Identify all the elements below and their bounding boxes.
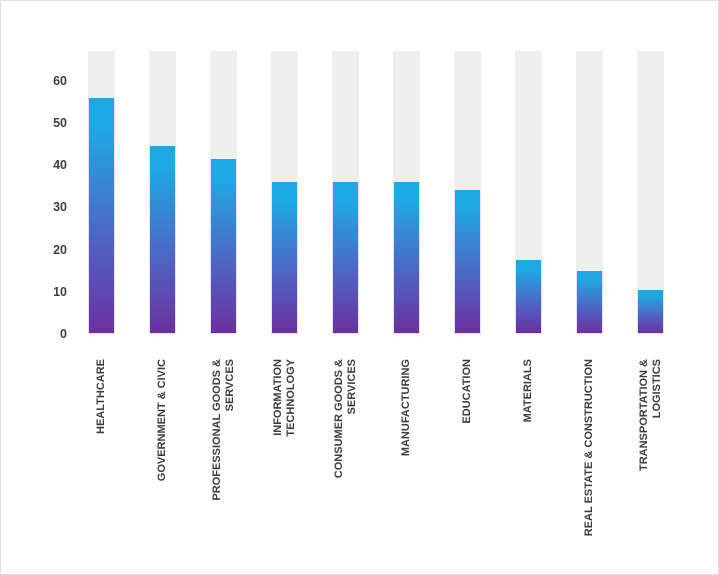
x-axis-label-line: GOVERNMENT & CIVIC	[156, 359, 168, 482]
x-axis-label-line: MANUFACTURING	[400, 359, 412, 457]
bar-3	[271, 181, 298, 334]
y-tick-label-10: 10	[53, 284, 67, 299]
bar-6	[454, 190, 481, 334]
x-axis-label-7: MATERIALS	[522, 359, 535, 539]
x-axis-label-line: TECHNOLOGY	[284, 359, 297, 437]
x-axis-label-4: CONSUMER GOODS & SERVICES	[333, 359, 359, 539]
bar-5	[393, 181, 420, 334]
x-axis-label-2: PROFESSIONAL GOODS & SERVCES	[211, 359, 237, 539]
bar-column-5	[393, 51, 420, 334]
x-axis-label-8: REAL ESTATE & CONSTRUCTION	[583, 359, 596, 539]
x-axis-label-3: INFORMATION TECHNOLOGY	[272, 359, 298, 539]
y-tick-label-50: 50	[53, 115, 67, 130]
y-tick-label-60: 60	[53, 73, 67, 88]
bar-column-3	[271, 51, 298, 334]
plot-area	[71, 51, 681, 334]
bar-column-9	[637, 51, 664, 334]
x-axis-label-line: HEALTHCARE	[95, 359, 107, 434]
x-axis-label-line: TRANSPORTATION &	[637, 359, 650, 472]
x-axis-label-9: TRANSPORTATION & LOGISTICS	[638, 359, 664, 539]
bar-9	[637, 289, 664, 334]
x-axis-label-line: CONSUMER GOODS &	[332, 359, 345, 479]
bar-2	[210, 158, 237, 334]
y-tick-label-30: 30	[53, 200, 67, 215]
bar-column-2	[210, 51, 237, 334]
bar-column-8	[576, 51, 603, 334]
x-axis-label-line: INFORMATION	[271, 359, 284, 436]
x-axis-label-line: LOGISTICS	[650, 359, 663, 419]
x-axis-label-0: HEALTHCARE	[95, 359, 108, 539]
y-tick-label-20: 20	[53, 242, 67, 257]
x-axis-label-1: GOVERNMENT & CIVIC	[156, 359, 169, 539]
x-axis-label-line: SERVCES	[223, 359, 236, 412]
bar-column-0	[88, 51, 115, 334]
x-axis-label-line: EDUCATION	[461, 359, 473, 424]
bar-background	[637, 51, 664, 334]
bar-4	[332, 181, 359, 334]
x-axis-label-5: MANUFACTURING	[400, 359, 413, 539]
bar-column-4	[332, 51, 359, 334]
x-axis-label-line: REAL ESTATE & CONSTRUCTION	[583, 359, 595, 537]
x-axis-label-line: MATERIALS	[522, 359, 534, 423]
x-axis-label-6: EDUCATION	[461, 359, 474, 539]
bar-1	[149, 146, 176, 334]
bar-0	[88, 97, 115, 334]
x-axis-label-line: PROFESSIONAL GOODS &	[210, 359, 223, 501]
bar-7	[515, 260, 542, 334]
bar-column-1	[149, 51, 176, 334]
bar-column-7	[515, 51, 542, 334]
bar-column-6	[454, 51, 481, 334]
y-tick-label-40: 40	[53, 158, 67, 172]
y-tick-label-0: 0	[60, 327, 67, 341]
bar-8	[576, 270, 603, 334]
x-axis-label-line: SERVICES	[345, 359, 358, 415]
